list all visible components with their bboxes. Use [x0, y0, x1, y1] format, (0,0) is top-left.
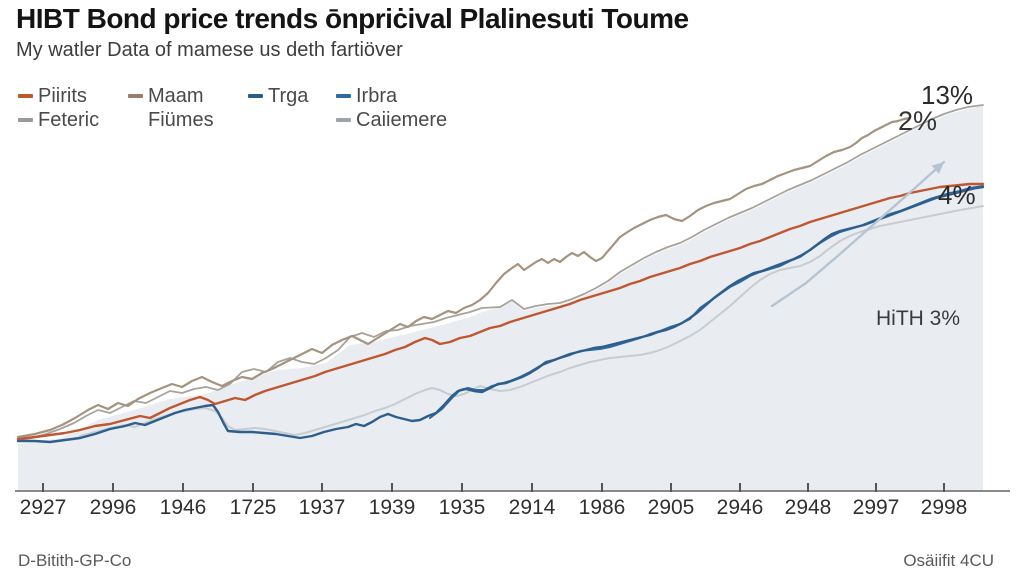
x-axis-label: 2998: [921, 496, 968, 519]
legend-label: Maam: [148, 84, 204, 107]
annotation-pct-13: 13%: [921, 80, 974, 110]
legend-swatch-trga: [248, 94, 263, 98]
legend-swatch-maam: [128, 94, 143, 98]
series-line-piirits: [16, 182, 985, 441]
chart-header: HIBT Bond price trends ōnpriċival Plalin…: [16, 2, 1006, 62]
x-axis-label: 1986: [579, 496, 626, 519]
area-backdrop-area: [18, 106, 983, 491]
x-axis-label: 1935: [439, 496, 486, 519]
x-axis-label: 2997: [853, 496, 900, 519]
legend-item-trga: Trga: [248, 85, 336, 108]
series-line-trga: [16, 185, 985, 444]
chart-subtitle: My watler Data of mamese us deth fartiöv…: [16, 38, 403, 61]
footer: D-Bitith-GP-Co Osäiifit 4CU: [18, 551, 994, 571]
x-axis-label: 1939: [369, 496, 416, 519]
legend-item-feteric: Feteric: [18, 109, 128, 132]
legend-swatch-piirits: [18, 94, 33, 98]
series-line-maam-fi-mes: [16, 116, 912, 439]
x-axis-label: 1946: [160, 496, 207, 519]
legend-item-maam: Maam: [128, 85, 248, 108]
x-axis-label: 2927: [20, 496, 67, 519]
x-axis-label: 1937: [299, 496, 346, 519]
legend-swatch-spacer: [128, 118, 148, 122]
series-line-caiiemere: [79, 205, 984, 437]
legend-swatch-irbra: [336, 94, 351, 98]
x-axis-label: 2948: [785, 496, 832, 519]
x-axis-label: 2914: [509, 496, 556, 519]
footer-source: D-Bitith-GP-Co: [18, 551, 132, 570]
legend-label: Trga: [268, 84, 309, 107]
series-line-feteric: [17, 104, 984, 441]
x-axis-label: 1725: [230, 496, 277, 519]
x-axis-label: 2905: [648, 496, 695, 519]
legend-item-piirits: Piirits: [18, 85, 128, 108]
annotation-pct-4: 4%: [938, 180, 976, 210]
legend-item-fi-mes: Fiümes: [128, 109, 248, 132]
legend-item-caiiemere: Caiiemere: [336, 109, 516, 132]
legend-label: Fiümes: [148, 108, 214, 131]
annotation-pct-2: 2%: [898, 106, 938, 136]
legend-swatch-feteric: [18, 118, 33, 122]
annotation-hith-3: HiTH 3%: [876, 307, 961, 330]
footer-credit: Osäiifit 4CU: [903, 551, 994, 570]
x-axis-label: 2946: [717, 496, 764, 519]
trend-arrow-line: [770, 160, 946, 308]
legend-label: Piirits: [38, 84, 87, 107]
legend-label: Irbra: [356, 84, 398, 107]
chart-title: HIBT Bond price trends ōnpriċival Plalin…: [16, 3, 689, 34]
legend-label: Caiiemere: [356, 108, 448, 131]
x-axis-label: 2996: [90, 496, 137, 519]
trend-arrow-head-icon: [931, 162, 944, 175]
legend-item-irbra: Irbra: [336, 85, 516, 108]
legend-label: Feteric: [38, 108, 100, 131]
legend: Piirits Maam Trga Irbra Feteric Fiümes Caiieme…: [18, 84, 516, 132]
legend-swatch-caiiemere: [336, 118, 351, 122]
